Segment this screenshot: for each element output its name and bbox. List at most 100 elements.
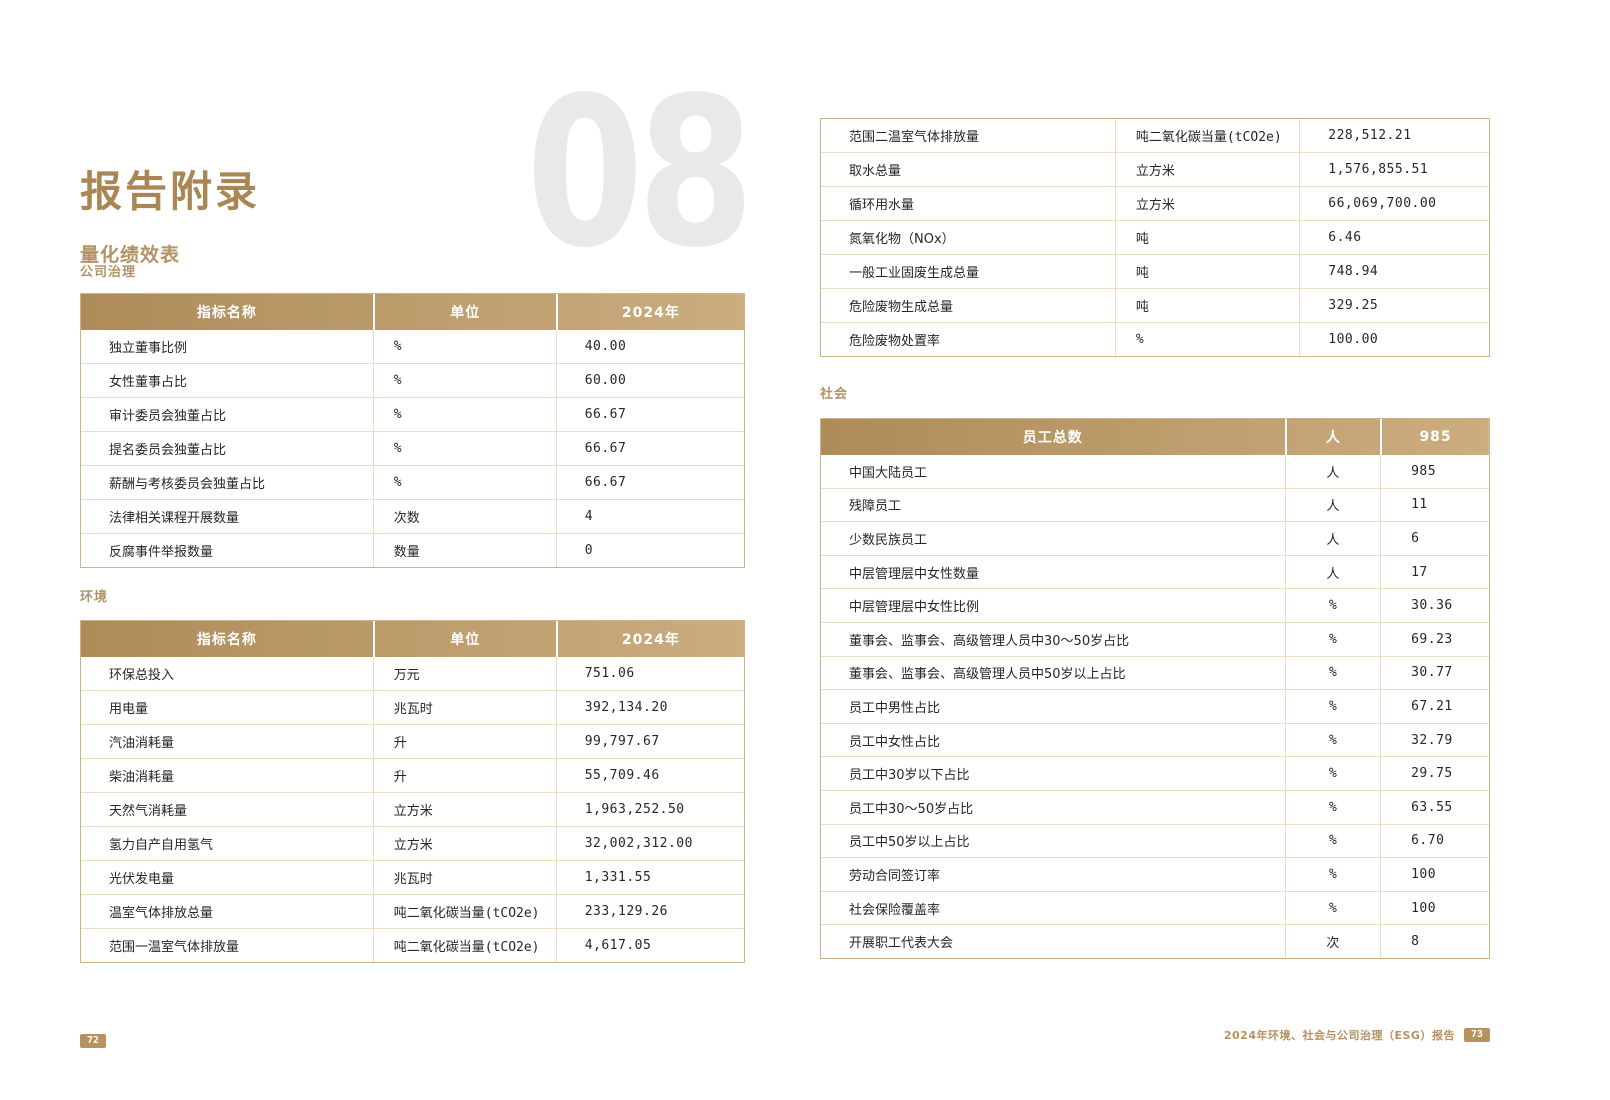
- table-cell: 劳动合同签订率: [821, 858, 1285, 892]
- table-row: 氮氧化物（NOx）吨 6.46: [821, 221, 1489, 255]
- table-cell: 17: [1380, 555, 1489, 590]
- table-cell: 11: [1380, 488, 1489, 523]
- table-cell: 一般工业固废生成总量: [821, 255, 1115, 289]
- table-row: 温室气体排放总量 吨二氧化碳当量(tCO2e) 233,129.26: [81, 895, 744, 929]
- table-row: 范围二温室气体排放量 吨二氧化碳当量(tCO2e) 228,512.21: [821, 119, 1489, 153]
- table-cell: 吨二氧化碳当量(tCO2e): [1114, 119, 1300, 153]
- table-cell: 中层管理层中女性数量: [821, 555, 1285, 590]
- page-subtitle: 量化绩效表: [80, 243, 181, 266]
- table-row: 董事会、监事会、高级管理人员中30～50岁占比% 69.23: [821, 622, 1489, 657]
- table-cell: 数量: [372, 534, 556, 567]
- table-header-row: 员工总数 人 985: [821, 419, 1489, 455]
- table-cell: %: [372, 398, 556, 432]
- section-label-environment: 环境: [80, 590, 109, 605]
- table-cell: 万元: [372, 657, 556, 691]
- table-cell: 兆瓦时: [372, 691, 556, 725]
- table-cell: %: [372, 330, 556, 364]
- table-cell: 员工中30～50岁占比: [821, 790, 1285, 825]
- table-cell: 范围二温室气体排放量: [821, 119, 1115, 153]
- table-cell: %: [1284, 757, 1381, 791]
- table-header-cell: 单位: [372, 621, 556, 657]
- table-cell: 立方米: [1114, 187, 1300, 221]
- table-cell: 8: [1380, 925, 1489, 958]
- table-cell: 危险废物处置率: [821, 323, 1115, 356]
- table-cell: 柴油消耗量: [81, 759, 373, 793]
- table-cell: 228,512.21: [1299, 119, 1489, 153]
- table-cell: %: [372, 432, 556, 466]
- table-row: 中层管理层中女性数量人 17: [821, 555, 1489, 590]
- table-cell: 1,576,855.51: [1299, 153, 1489, 187]
- table-row: 天然气消耗量 立方米 1,963,252.50: [81, 793, 744, 827]
- table-cell: 氢力自产自用氢气: [81, 827, 373, 861]
- table-cell: 67.21: [1380, 690, 1489, 724]
- table-cell: 1,331.55: [555, 861, 744, 895]
- table-row: 员工中50岁以上占比% 6.70: [821, 824, 1489, 859]
- table-row: 光伏发电量 兆瓦时 1,331.55: [81, 861, 744, 895]
- table-cell: %: [1284, 589, 1381, 623]
- table-row: 员工中30～50岁占比% 63.55: [821, 790, 1489, 825]
- table-cell: 6.70: [1380, 824, 1489, 859]
- table-cell: %: [1284, 723, 1381, 758]
- table-cell: 取水总量: [821, 153, 1115, 187]
- table-cell: 次: [1284, 925, 1381, 958]
- table-header-row: 指标名称 单位 2024年: [81, 294, 744, 330]
- table-cell: 100: [1380, 891, 1489, 926]
- table-cell: %: [1284, 690, 1381, 724]
- table-cell: 60.00: [555, 364, 744, 398]
- table-cell: 法律相关课程开展数量: [81, 500, 373, 534]
- table-cell: 329.25: [1299, 289, 1489, 323]
- table-row: 员工中30岁以下占比% 29.75: [821, 757, 1489, 791]
- table-cell: 员工中50岁以上占比: [821, 824, 1285, 859]
- section-label-governance: 公司治理: [80, 265, 137, 280]
- table-cell: %: [1284, 790, 1381, 825]
- table-row: 中国大陆员工人 985: [821, 455, 1489, 489]
- table-cell: 66.67: [555, 432, 744, 466]
- table-row: 开展职工代表大会次 8: [821, 925, 1489, 958]
- chapter-number: 08: [526, 53, 755, 293]
- table-cell: 天然气消耗量: [81, 793, 373, 827]
- table-cell: 氮氧化物（NOx）: [821, 221, 1115, 255]
- table-cell: %: [372, 364, 556, 398]
- table-cell: 6: [1380, 522, 1489, 556]
- table-row: 女性董事占比% 60.00: [81, 364, 744, 398]
- table-cell: 审计委员会独董占比: [81, 398, 373, 432]
- page-number-badge-right: 73: [1463, 1028, 1490, 1042]
- table-cell: 董事会、监事会、高级管理人员中30～50岁占比: [821, 622, 1285, 657]
- table-row: 薪酬与考核委员会独董占比% 66.67: [81, 466, 744, 500]
- table-cell: 兆瓦时: [372, 861, 556, 895]
- table-cell: 吨: [1114, 289, 1300, 323]
- table-row: 柴油消耗量升 55,709.46: [81, 759, 744, 793]
- table-header-cell: 2024年: [555, 621, 744, 657]
- table-cell: 薪酬与考核委员会独董占比: [81, 466, 373, 500]
- table-cell: %: [1284, 891, 1381, 926]
- table-cell: 69.23: [1380, 622, 1489, 657]
- table-cell: %: [1284, 656, 1381, 691]
- table-header-cell: 人: [1284, 419, 1381, 455]
- table-cell: 人: [1284, 522, 1381, 556]
- table-cell: 温室气体排放总量: [81, 895, 373, 929]
- table-header-cell: 985: [1380, 419, 1489, 455]
- table-cell: %: [1284, 824, 1381, 859]
- table-row: 残障员工人 11: [821, 488, 1489, 523]
- table-cell: 次数: [372, 500, 556, 534]
- page-number-badge-left: 72: [80, 1034, 107, 1048]
- table-cell: 吨二氧化碳当量(tCO2e): [372, 929, 556, 962]
- table-cell: 0: [555, 534, 744, 567]
- table-cell: 立方米: [372, 827, 556, 861]
- section-label-social: 社会: [820, 387, 849, 402]
- table-cell: 748.94: [1299, 255, 1489, 289]
- table-cell: 751.06: [555, 657, 744, 691]
- table-cell: %: [1284, 622, 1381, 657]
- table-cell: 233,129.26: [555, 895, 744, 929]
- table-row: 董事会、监事会、高级管理人员中50岁以上占比% 30.77: [821, 656, 1489, 691]
- right-page-footer: 2024年环境、社会与公司治理（ESG）报告 73: [1224, 1027, 1490, 1043]
- table-cell: 立方米: [1114, 153, 1300, 187]
- table-cell: 100: [1380, 858, 1489, 892]
- table-cell: 392,134.20: [555, 691, 744, 725]
- social-table-container: 员工总数人 985 中国大陆员工人 985 残障员工人 11 少数民族员工人 6 中层管理层中女…: [820, 418, 1490, 959]
- table-row: 用电量 兆瓦时 392,134.20: [81, 691, 744, 725]
- table-cell: 1,963,252.50: [555, 793, 744, 827]
- table-cell: 中层管理层中女性比例: [821, 589, 1285, 623]
- table-cell: 6.46: [1299, 221, 1489, 255]
- table-cell: 员工中30岁以下占比: [821, 757, 1285, 791]
